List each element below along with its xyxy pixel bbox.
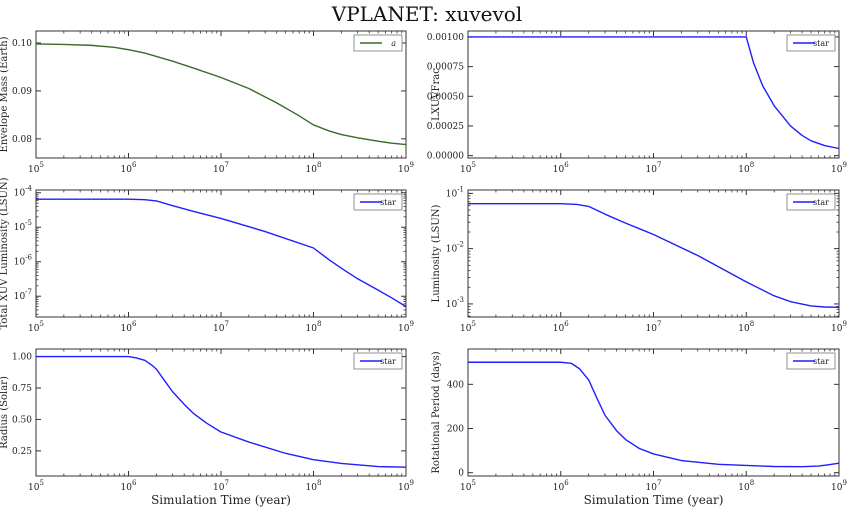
y-tick-label: 1.00 [12, 353, 32, 363]
y-tick-label: 200 [447, 425, 464, 435]
y-tick-label: 10-4 [14, 185, 33, 199]
legend: star [353, 193, 403, 211]
legend-label: star [813, 198, 829, 207]
x-tick-label: 107 [213, 161, 229, 175]
y-tick-label: 0.00000 [427, 152, 464, 162]
figure-title: VPLANET: xuvevol [331, 2, 523, 26]
x-tick-label: 105 [28, 161, 44, 175]
series-line-star [36, 198, 407, 308]
x-tick-label: 106 [121, 479, 137, 493]
y-tick-label: 0.75 [12, 384, 32, 394]
y-tick-label: 0.50 [12, 415, 32, 425]
y-tick-label: 10-1 [446, 185, 464, 199]
x-tick-label: 106 [121, 320, 137, 334]
x-tick-label: 105 [28, 479, 44, 493]
x-axis-label: Simulation Time (year) [151, 493, 291, 507]
legend-label: a [391, 39, 396, 48]
chart-panel-4: 105 106 107 108 109 10-3 10-2 10-1 Luminosity (L… [431, 185, 847, 334]
chart-panel-2: 105 106 107 108 109 0.00000 0.00025 0.00050 0.00… [427, 30, 847, 175]
legend-label: star [380, 198, 396, 207]
x-tick-label: 109 [398, 320, 414, 334]
y-tick-label: 10-2 [446, 241, 464, 255]
axes-frame [467, 30, 840, 159]
y-axis-label: LXUVFrac [431, 68, 442, 121]
chart-panel-6: 105 106 107 108 109 0 200 400 Rotational Period … [431, 348, 847, 507]
series-line-star [468, 202, 840, 308]
x-tick-label: 106 [553, 161, 569, 175]
x-tick-label: 107 [213, 320, 229, 334]
y-tick-label: 0.08 [12, 135, 32, 145]
x-tick-label: 106 [121, 161, 137, 175]
axes-frame [467, 189, 840, 318]
x-tick-label: 109 [831, 161, 847, 175]
x-tick-label: 108 [738, 479, 754, 493]
x-tick-label: 107 [646, 479, 662, 493]
x-tick-label: 108 [306, 479, 322, 493]
x-tick-label: 106 [553, 320, 569, 334]
legend: star [353, 352, 403, 370]
x-tick-label: 107 [646, 161, 662, 175]
y-axis-label: Radius (Solar) [0, 376, 10, 449]
x-tick-label: 109 [398, 161, 414, 175]
chart-panel-3: 105 106 107 108 109 10-7 10-6 10-5 10-4 Total XUV… [0, 177, 414, 334]
y-tick-label: 400 [447, 380, 464, 390]
x-axis-label: Simulation Time (year) [584, 493, 724, 507]
x-tick-label: 109 [831, 320, 847, 334]
series-line-star [468, 361, 840, 468]
series-line-star [468, 36, 840, 150]
y-tick-label: 10-5 [14, 219, 32, 233]
legend: star [786, 193, 836, 211]
legend-label: star [813, 39, 829, 48]
legend-label: star [380, 357, 396, 366]
x-tick-label: 108 [738, 320, 754, 334]
y-tick-label: 10-3 [446, 296, 464, 310]
x-tick-label: 105 [28, 320, 44, 334]
x-tick-label: 107 [213, 479, 229, 493]
y-tick-label: 10-7 [14, 288, 32, 302]
y-tick-label: 10-6 [14, 254, 33, 268]
y-axis-label: Rotational Period (days) [431, 351, 442, 473]
chart-panel-5: 105 106 107 108 109 0.25 0.50 0.75 1.00 Radius (S… [0, 348, 414, 507]
x-tick-label: 109 [398, 479, 414, 493]
x-tick-label: 105 [460, 320, 476, 334]
x-tick-label: 109 [831, 479, 847, 493]
y-tick-label: 0.09 [12, 87, 32, 97]
x-tick-label: 105 [460, 479, 476, 493]
y-axis-label: Envelope Mass (Earth) [0, 36, 10, 152]
y-tick-label: 0.00075 [427, 63, 464, 73]
y-tick-label: 0 [458, 469, 464, 479]
legend: a [353, 34, 403, 52]
x-tick-label: 107 [646, 320, 662, 334]
series-line-star [36, 355, 407, 468]
axes-frame [35, 30, 407, 159]
axes-frame [467, 348, 840, 477]
x-tick-label: 105 [460, 161, 476, 175]
axes-frame [35, 189, 407, 318]
y-tick-label: 0.00025 [427, 122, 464, 132]
y-tick-label: 0.25 [12, 447, 32, 457]
x-tick-label: 106 [553, 479, 569, 493]
y-tick-label: 0.00100 [427, 33, 464, 43]
series-line-a [35, 43, 407, 146]
x-tick-label: 108 [738, 161, 754, 175]
legend: star [786, 34, 836, 52]
x-tick-label: 108 [306, 320, 322, 334]
y-axis-label: Total XUV Luminosity (LSUN) [0, 177, 10, 329]
y-tick-label: 0.10 [12, 39, 32, 49]
legend: star [786, 352, 836, 370]
y-tick-label: 0.00050 [427, 92, 464, 102]
y-axis-label: Luminosity (LSUN) [431, 204, 442, 302]
x-tick-label: 108 [306, 161, 322, 175]
axes-frame [35, 348, 407, 477]
legend-label: star [813, 357, 829, 366]
